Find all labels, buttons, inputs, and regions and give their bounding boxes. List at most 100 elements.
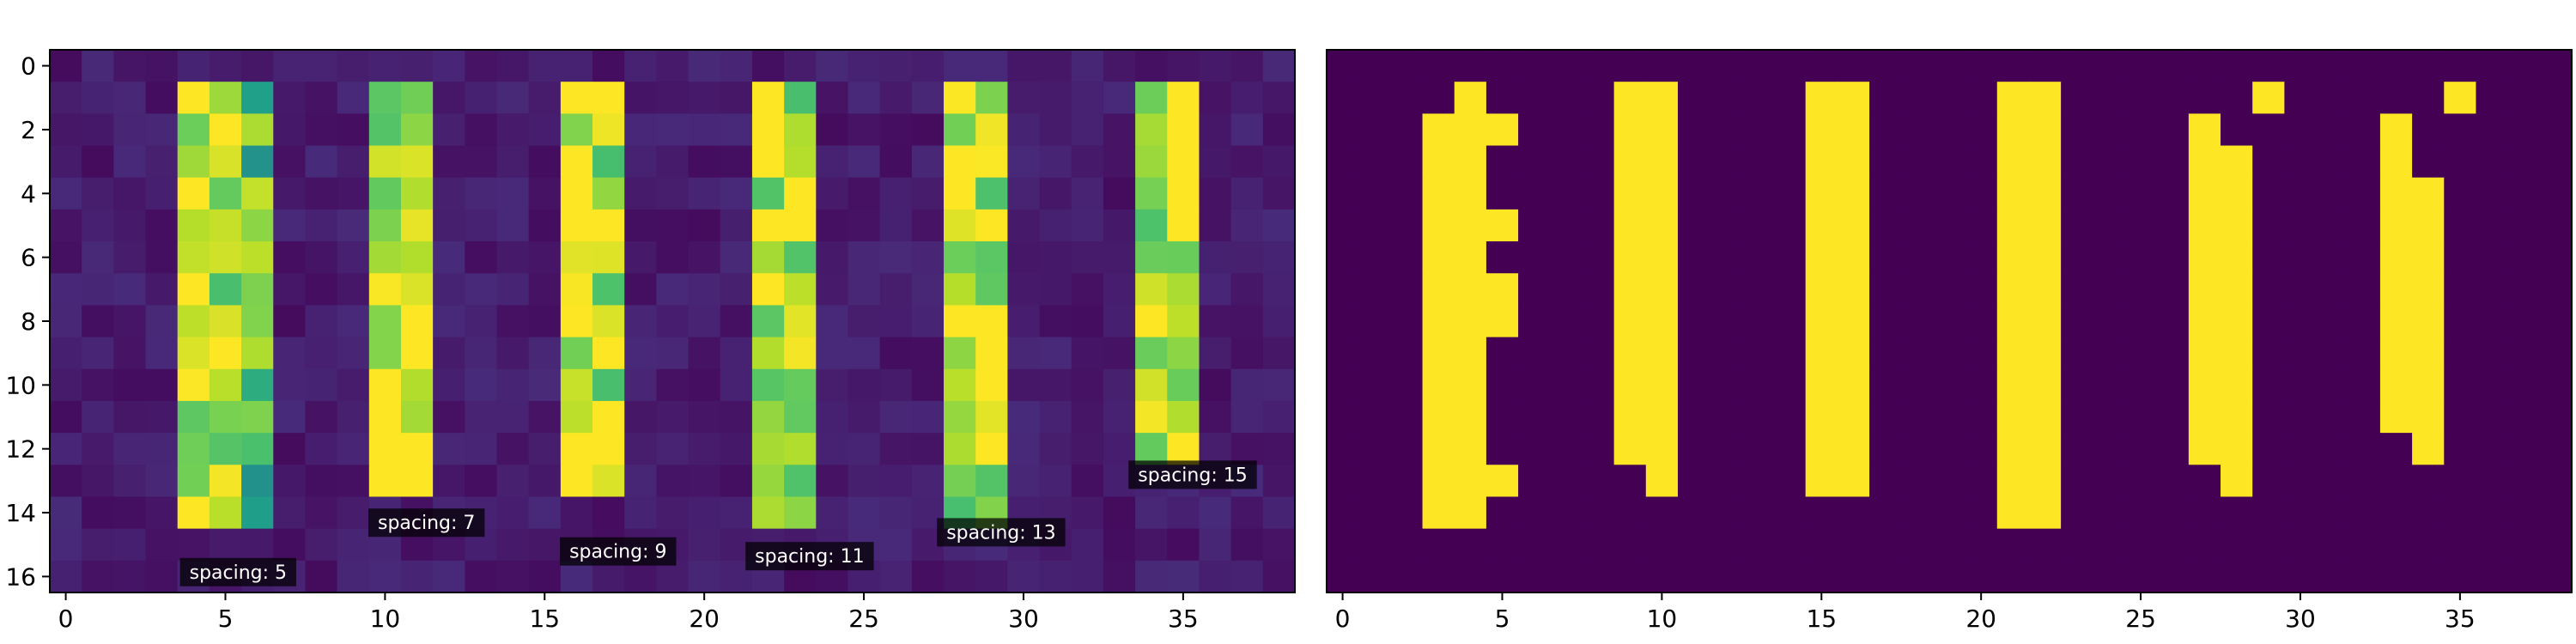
heatmap-cell bbox=[561, 465, 593, 497]
heatmap-cell bbox=[2476, 433, 2508, 465]
heatmap-cell bbox=[2029, 305, 2062, 337]
heatmap-cell bbox=[1135, 210, 1168, 242]
heatmap-cell bbox=[178, 496, 210, 529]
heatmap-cell bbox=[529, 241, 562, 274]
heatmap-cell bbox=[2317, 561, 2349, 593]
heatmap-cell bbox=[465, 146, 497, 179]
heatmap-cell bbox=[273, 529, 306, 562]
heatmap-cell bbox=[1199, 82, 1231, 114]
heatmap-cell bbox=[2380, 273, 2413, 306]
heatmap-cell bbox=[1518, 273, 1551, 306]
heatmap-cell bbox=[656, 210, 689, 242]
heatmap-cell bbox=[1997, 337, 2030, 370]
heatmap-cell bbox=[2348, 401, 2381, 434]
heatmap-cell bbox=[1741, 113, 1774, 146]
heatmap-cell bbox=[2061, 529, 2093, 562]
heatmap-cell bbox=[337, 241, 370, 274]
heatmap-cell bbox=[1741, 178, 1774, 210]
heatmap-cell bbox=[113, 305, 146, 337]
heatmap-cell bbox=[50, 433, 82, 465]
heatmap-cell bbox=[720, 305, 753, 337]
heatmap-cell bbox=[210, 50, 242, 82]
heatmap-cell bbox=[1710, 401, 1742, 434]
heatmap-cell bbox=[1263, 465, 1296, 497]
heatmap-cell bbox=[912, 369, 945, 402]
heatmap-cell bbox=[1518, 529, 1551, 562]
heatmap-cell bbox=[1358, 401, 1391, 434]
heatmap-cell bbox=[1646, 369, 1679, 402]
heatmap-cell bbox=[1423, 496, 1455, 529]
heatmap-cell bbox=[1167, 210, 1200, 242]
heatmap-cell bbox=[1263, 113, 1296, 146]
heatmap-cell bbox=[944, 273, 976, 306]
heatmap-cell bbox=[1614, 178, 1647, 210]
heatmap-cell bbox=[401, 337, 434, 370]
heatmap-cell bbox=[178, 433, 210, 465]
heatmap-cell bbox=[2284, 178, 2317, 210]
heatmap-cell bbox=[1327, 561, 1359, 593]
heatmap-cell bbox=[2061, 369, 2093, 402]
heatmap-cell bbox=[1486, 337, 1519, 370]
heatmap-cell bbox=[433, 82, 465, 114]
heatmap-cell bbox=[912, 273, 945, 306]
heatmap-cell bbox=[720, 82, 753, 114]
heatmap-cell bbox=[1806, 241, 1838, 274]
heatmap-cell bbox=[2412, 561, 2445, 593]
heatmap-cell bbox=[2380, 433, 2413, 465]
heatmap-cell bbox=[1167, 369, 1200, 402]
heatmap-cell bbox=[1806, 337, 1838, 370]
heatmap-cell bbox=[1486, 273, 1519, 306]
heatmap-cell bbox=[1072, 496, 1104, 529]
heatmap-cell bbox=[529, 146, 562, 179]
heatmap-cell bbox=[1678, 273, 1710, 306]
heatmap-cell bbox=[178, 401, 210, 434]
heatmap-cell bbox=[337, 369, 370, 402]
heatmap-cell bbox=[944, 433, 976, 465]
heatmap-cell bbox=[82, 496, 114, 529]
y-axis-ticks: 0246810121416 bbox=[5, 52, 50, 592]
heatmap-cell bbox=[2412, 433, 2445, 465]
heatmap-cell bbox=[975, 241, 1008, 274]
heatmap-cell bbox=[2348, 433, 2381, 465]
heatmap-cell bbox=[624, 146, 657, 179]
heatmap-cell bbox=[1167, 273, 1200, 306]
heatmap-cell bbox=[2093, 178, 2125, 210]
heatmap-cell bbox=[1390, 496, 1423, 529]
heatmap-cell bbox=[1455, 178, 1487, 210]
heatmap-cell bbox=[369, 369, 402, 402]
heatmap-cell bbox=[210, 496, 242, 529]
heatmap-cell bbox=[1582, 82, 1614, 114]
heatmap-cell bbox=[241, 433, 274, 465]
heatmap-cell bbox=[2540, 113, 2573, 146]
heatmap-cell bbox=[1390, 433, 1423, 465]
heatmap-cell bbox=[1869, 146, 1902, 179]
heatmap-cell bbox=[1231, 401, 1264, 434]
heatmap-cell bbox=[2029, 241, 2062, 274]
heatmap-cell bbox=[1933, 496, 1965, 529]
heatmap-cell bbox=[624, 273, 657, 306]
heatmap-cell bbox=[1838, 401, 1870, 434]
heatmap-cell bbox=[784, 210, 817, 242]
heatmap-cell bbox=[2380, 561, 2413, 593]
heatmap-cell bbox=[2412, 529, 2445, 562]
heatmap-cell bbox=[816, 241, 848, 274]
heatmap-cell bbox=[1646, 337, 1679, 370]
heatmap-cell bbox=[1486, 401, 1519, 434]
heatmap-cell bbox=[1423, 433, 1455, 465]
heatmap-cell bbox=[369, 178, 402, 210]
heatmap-cell bbox=[2029, 50, 2062, 82]
heatmap-cell bbox=[1710, 273, 1742, 306]
heatmap-cell bbox=[2157, 146, 2190, 179]
heatmap-cell bbox=[2124, 496, 2157, 529]
spacing-annotation: spacing: 15 bbox=[1128, 460, 1256, 489]
heatmap-cell bbox=[1518, 241, 1551, 274]
heatmap-cell bbox=[1072, 401, 1104, 434]
heatmap-cells bbox=[1327, 50, 2573, 593]
heatmap-cell bbox=[2380, 82, 2413, 114]
heatmap-cell bbox=[369, 433, 402, 465]
heatmap-cell bbox=[50, 50, 82, 82]
heatmap-cell bbox=[2157, 561, 2190, 593]
heatmap-cell bbox=[210, 113, 242, 146]
heatmap-cell bbox=[1390, 337, 1423, 370]
heatmap-cell bbox=[241, 241, 274, 274]
